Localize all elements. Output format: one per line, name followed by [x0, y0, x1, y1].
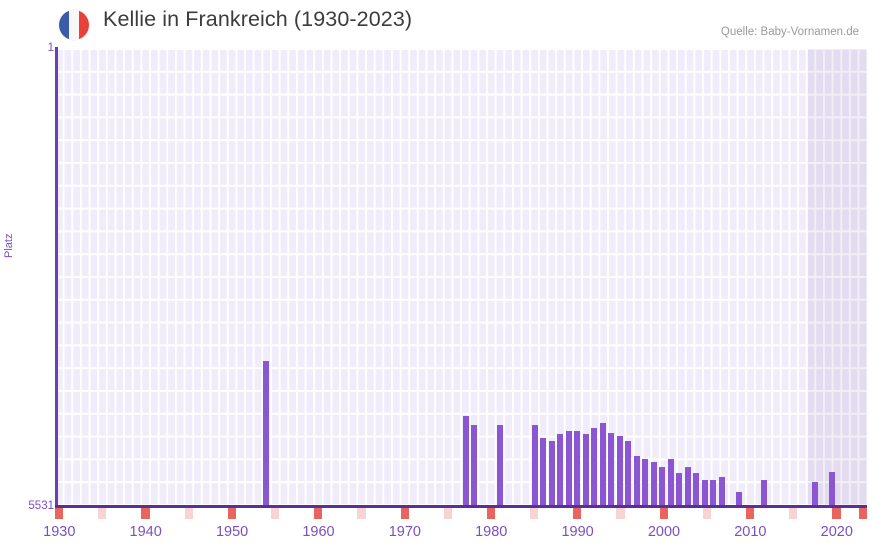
x-tick-mark-1945	[184, 508, 193, 519]
x-tick-mark-1980	[486, 508, 496, 519]
bar-1980	[471, 425, 478, 507]
bar-1995	[599, 423, 606, 507]
flag-band-red	[78, 10, 89, 40]
x-axis-label-1960: 1960	[302, 524, 335, 540]
bar-1979	[462, 416, 469, 507]
bar-2000	[642, 459, 649, 507]
bar-2001	[650, 462, 657, 507]
x-axis-label-1950: 1950	[215, 524, 249, 540]
bar-1988	[540, 438, 547, 507]
x-axis-tick-strip	[55, 508, 867, 519]
france-flag-icon	[59, 10, 89, 40]
plot-area	[55, 49, 867, 507]
x-axis-label-1990: 1990	[561, 524, 594, 540]
chart-header: Kellie in Frankreich (1930-2023) Quelle:…	[0, 0, 873, 44]
chart-title: Kellie in Frankreich (1930-2023)	[103, 7, 413, 31]
bar-2007	[701, 480, 708, 507]
x-tick-mark-2010	[746, 508, 755, 519]
x-tick-mark-1985	[530, 508, 539, 519]
bar-2004	[676, 473, 683, 507]
bar-1954	[262, 361, 269, 507]
x-axis-label-1980: 1980	[475, 524, 508, 540]
bar-1997	[616, 436, 623, 507]
bar-1983	[497, 425, 504, 507]
x-tick-mark-2000	[659, 508, 668, 519]
x-tick-mark-2015	[789, 508, 798, 519]
x-axis-labels: 1930 1940 1950 1960 1970 1980 1990 2000 2010 2020	[0, 524, 873, 546]
x-axis-label-2020: 2020	[820, 524, 853, 540]
x-tick-mark-1930	[55, 508, 64, 519]
bar-1994	[591, 428, 598, 507]
y-axis-line	[55, 47, 58, 509]
bar-2009	[718, 477, 725, 507]
bar-1991	[565, 431, 572, 507]
bar-2022	[829, 472, 836, 507]
bar-1996	[608, 433, 615, 507]
x-tick-mark-2005	[702, 508, 712, 519]
bar-1990	[557, 434, 564, 507]
bar-2008	[710, 480, 717, 507]
x-axis-label-1970: 1970	[388, 524, 421, 540]
x-tick-mark-1995	[616, 508, 625, 519]
bar-1987	[531, 425, 538, 507]
bar-1993	[582, 434, 589, 507]
x-axis-label-1940: 1940	[129, 524, 162, 540]
x-tick-mark-1990	[573, 508, 582, 519]
bar-2014	[761, 480, 768, 507]
bar-1992	[574, 431, 581, 507]
x-tick-mark-1960	[314, 508, 323, 519]
x-axis-label-1930: 1930	[43, 524, 76, 540]
flag-band-blue	[59, 10, 69, 40]
bar-1999	[633, 456, 640, 507]
x-axis-line	[55, 505, 867, 508]
x-axis-label-2010: 2010	[734, 524, 767, 540]
bar-2006	[693, 473, 700, 507]
bar-2005	[684, 467, 691, 507]
bar-1998	[625, 441, 632, 507]
x-tick-mark-1935	[98, 508, 107, 519]
future-shaded-region	[808, 49, 867, 507]
x-tick-mark-1955	[270, 508, 280, 519]
x-tick-mark-1975	[443, 508, 452, 519]
x-tick-mark-1950	[227, 508, 236, 519]
chart-source-attribution: Quelle: Baby-Vornamen.de	[720, 26, 859, 38]
bar-2020	[812, 482, 819, 507]
x-tick-mark-1970	[400, 508, 409, 519]
y-axis-tick-bottom: 5531	[28, 500, 54, 512]
x-tick-mark-1940	[141, 508, 150, 519]
bar-2002	[659, 467, 666, 507]
y-axis-tick-top: 1	[47, 42, 54, 54]
bar-2003	[667, 459, 674, 507]
bar-1989	[548, 441, 555, 507]
plot-grid-background	[55, 49, 867, 507]
y-axis-title: Platz	[3, 233, 15, 258]
x-tick-mark-1965	[357, 508, 366, 519]
x-tick-mark-2020	[832, 508, 841, 519]
x-tick-mark-end	[858, 508, 867, 519]
x-axis-label-2000: 2000	[647, 524, 681, 540]
flag-band-white	[68, 10, 79, 40]
bar-2011	[735, 492, 742, 507]
